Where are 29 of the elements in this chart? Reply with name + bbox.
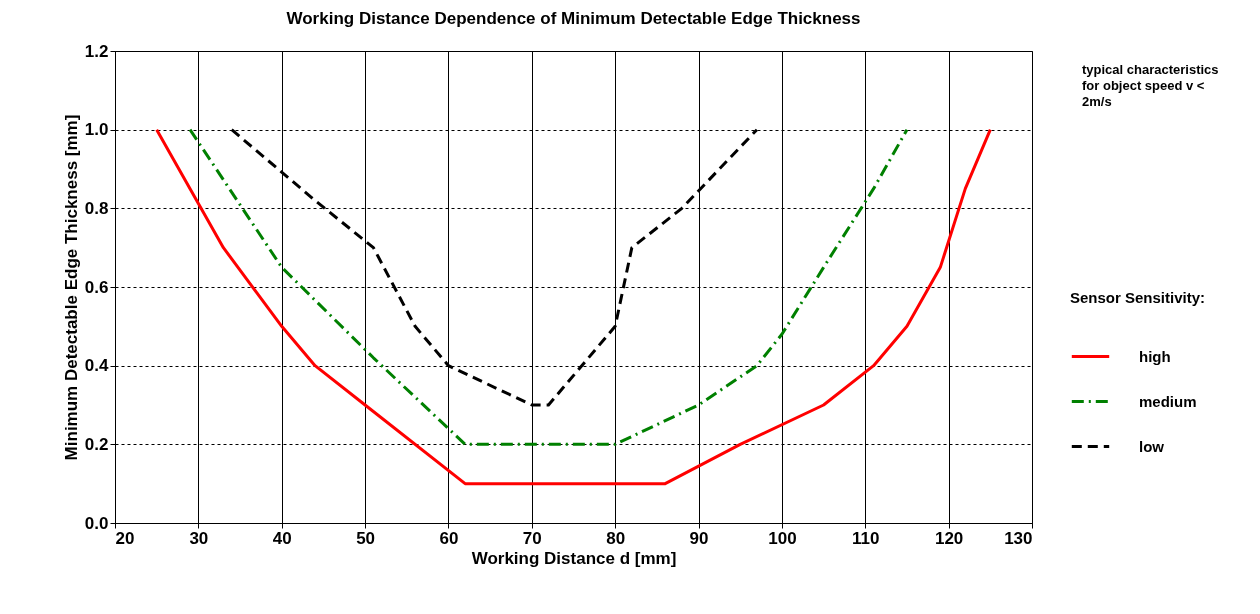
legend-label: low <box>1139 437 1165 455</box>
legend-label: high <box>1139 347 1171 365</box>
x-tick-label: 130 <box>1004 528 1033 548</box>
x-tick-label: 80 <box>606 528 626 548</box>
y-tick-label: 0.6 <box>84 277 109 297</box>
chart-title: Working Distance Dependence of Minimum Detectable Edge Thickness <box>286 9 861 28</box>
x-tick-label: 50 <box>356 528 376 548</box>
y-tick-label: 0.8 <box>84 198 109 218</box>
y-tick-label: 0.4 <box>84 356 110 376</box>
y-tick-label: 0.0 <box>84 513 109 533</box>
legend-title: Sensor Sensitivity: <box>1070 289 1206 306</box>
y-axis-title: Minimum Detectable Edge Thickness [mm] <box>61 114 81 461</box>
x-tick-label: 30 <box>189 528 209 548</box>
x-tick-label: 60 <box>439 528 459 548</box>
text: typical characteristics for object speed v < 2m/s <box>1082 62 1220 110</box>
x-tick-label: 100 <box>768 528 797 548</box>
x-tick-label: 90 <box>689 528 709 548</box>
y-tick-label: 1.0 <box>84 120 109 140</box>
line-series <box>188 128 909 446</box>
x-axis-title: Working Distance d [mm] <box>471 548 677 568</box>
x-tick-label: 20 <box>115 528 135 548</box>
y-tick-label: 0.2 <box>84 434 109 454</box>
line-series <box>155 128 992 486</box>
x-tick-label: 70 <box>522 528 542 548</box>
x-tick-label: 120 <box>934 528 964 548</box>
x-tick-label: 40 <box>272 528 292 548</box>
y-tick-label: 1.2 <box>84 41 109 61</box>
legend-label: medium <box>1139 392 1197 410</box>
x-tick-label: 110 <box>852 528 880 548</box>
